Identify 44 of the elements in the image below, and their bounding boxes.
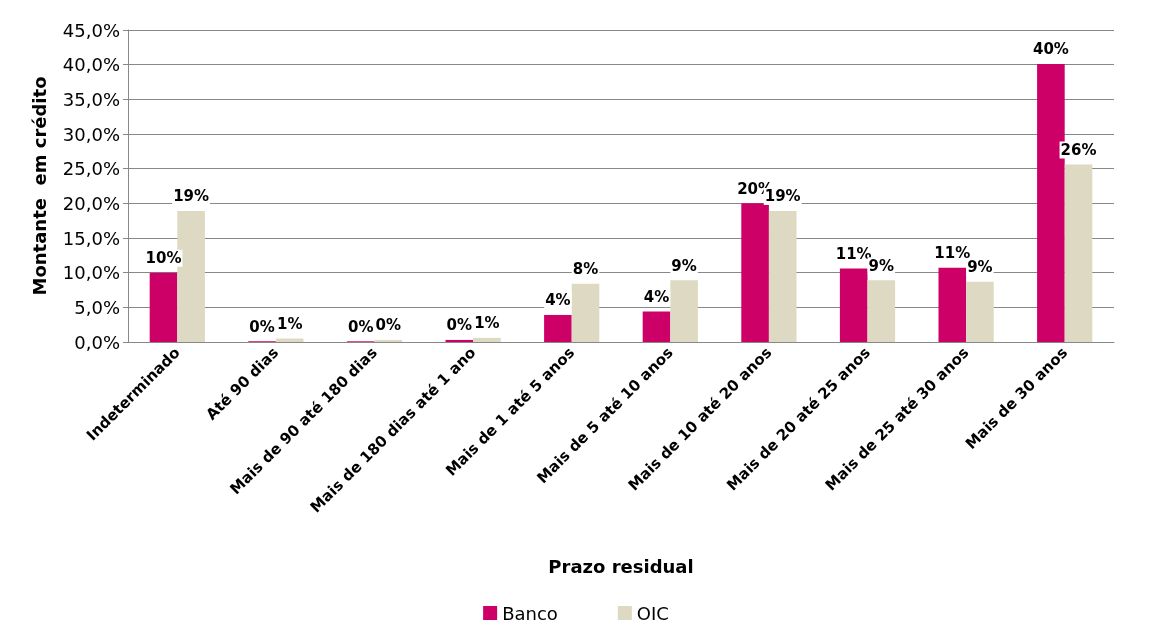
data-label: 26% xyxy=(1060,141,1097,160)
bar xyxy=(642,311,671,342)
y-tick-label: 25,0% xyxy=(62,158,120,180)
y-axis-title: Montante em crédito xyxy=(28,76,50,296)
y-tick-label: 45,0% xyxy=(62,19,120,41)
bar xyxy=(149,272,178,342)
data-label: 1% xyxy=(474,314,500,333)
bar xyxy=(544,314,572,342)
data-label: 0% xyxy=(249,317,275,336)
y-tick-label: 20,0% xyxy=(62,192,120,214)
x-axis-title: Prazo residual xyxy=(548,555,694,577)
data-label: 0% xyxy=(375,316,402,335)
legend-label: OIC xyxy=(636,602,669,624)
bar xyxy=(741,203,769,342)
data-label: 4% xyxy=(545,291,571,310)
bar xyxy=(938,267,967,342)
bar xyxy=(966,281,994,342)
data-label: 8% xyxy=(572,260,599,279)
bar xyxy=(670,280,698,342)
bar xyxy=(445,339,474,342)
data-label: 10% xyxy=(145,249,182,268)
y-tick-label: 15,0% xyxy=(62,227,120,249)
data-label: 9% xyxy=(967,258,993,277)
y-tick-label: 0,0% xyxy=(74,331,120,353)
y-tick-label: 10,0% xyxy=(62,262,120,284)
data-label: 0% xyxy=(446,316,473,335)
bar xyxy=(374,339,403,342)
bar xyxy=(839,268,868,342)
legend-label: Banco xyxy=(502,602,558,624)
y-tick-label: 40,0% xyxy=(62,54,120,76)
bar xyxy=(1064,164,1093,342)
data-label: 9% xyxy=(671,256,697,275)
bar xyxy=(473,337,501,342)
data-label: 4% xyxy=(643,287,670,306)
y-tick-label: 30,0% xyxy=(62,123,120,145)
bar xyxy=(571,283,600,342)
data-label: 1% xyxy=(276,315,303,334)
data-label: 40% xyxy=(1032,40,1069,59)
bar xyxy=(867,280,896,342)
data-label: 19% xyxy=(173,187,210,206)
y-tick-label: 5,0% xyxy=(74,296,120,318)
bar xyxy=(768,210,797,342)
data-label: 0% xyxy=(347,317,374,336)
y-tick-label: 35,0% xyxy=(62,88,120,110)
